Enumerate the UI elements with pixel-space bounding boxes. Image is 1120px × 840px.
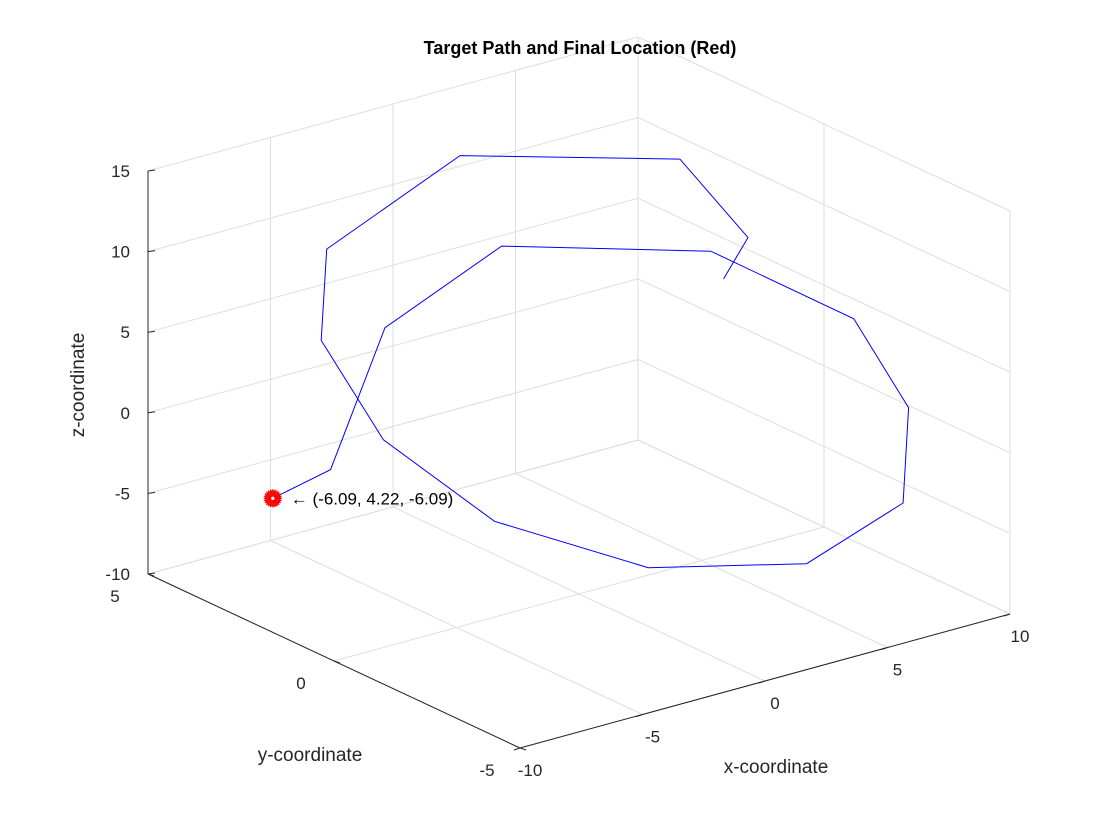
z-tick-mark [147, 330, 156, 333]
x-tick-label: -10 [518, 761, 543, 780]
tick-labels: -10 -5 0 5 10 -5 0 5 -10 -5 0 5 10 15 [105, 162, 1029, 780]
x-tick-mark [758, 680, 766, 684]
x-tick-label: 5 [893, 661, 902, 680]
y-axis-label: y-coordinate [258, 745, 363, 766]
x-axis-label: x-coordinate [724, 757, 829, 778]
z-axis-label: z-coordinate [68, 333, 89, 438]
grid-line [637, 117, 1011, 293]
z-tick-label: -10 [105, 565, 130, 584]
y-tick-label: 5 [110, 587, 119, 606]
final-location-marker [263, 489, 282, 508]
grid-line [637, 439, 1011, 615]
axes [147, 169, 1011, 751]
y-tick-label: -5 [479, 761, 494, 780]
x-tick-mark [513, 747, 521, 751]
marker-layer [263, 489, 282, 508]
grid-line [637, 358, 1011, 534]
z-tick-label: -5 [115, 484, 130, 503]
grid-line [147, 117, 639, 253]
x-tick-label: -5 [645, 728, 660, 747]
y-tick-mark [333, 660, 341, 664]
x-tick-mark [881, 647, 888, 650]
x-tick-mark [636, 714, 643, 717]
z-tick-label: 5 [121, 323, 130, 342]
grid-line [147, 439, 639, 575]
y-tick-mark [519, 747, 527, 751]
grid-line [147, 197, 639, 333]
grid-line [333, 526, 825, 662]
path-layer [272, 155, 910, 569]
final-location-annotation: ← (-6.09, 4.22, -6.09) [291, 489, 454, 508]
grid-lines [147, 36, 1011, 749]
z-tick-label: 0 [121, 404, 130, 423]
y-tick-label: 0 [296, 674, 305, 693]
target-path-line [272, 155, 910, 569]
grid-line [637, 278, 1011, 454]
z-tick-label: 10 [111, 243, 130, 262]
grid-line [147, 358, 639, 494]
x-tick-label: 10 [1011, 627, 1030, 646]
z-tick-mark [147, 491, 156, 494]
grid-line [147, 278, 639, 414]
z-tick-mark [147, 572, 156, 575]
grid-line [637, 36, 1011, 212]
x-tick-mark [1003, 613, 1011, 617]
z-tick-label: 15 [111, 162, 130, 181]
z-tick-mark [147, 411, 156, 414]
grid-line [147, 36, 639, 172]
grid-line [637, 197, 1011, 373]
z-tick-mark [147, 169, 156, 172]
x-tick-label: 0 [770, 694, 779, 713]
z-tick-mark [147, 250, 156, 253]
chart-title: Target Path and Final Location (Red) [424, 38, 737, 58]
